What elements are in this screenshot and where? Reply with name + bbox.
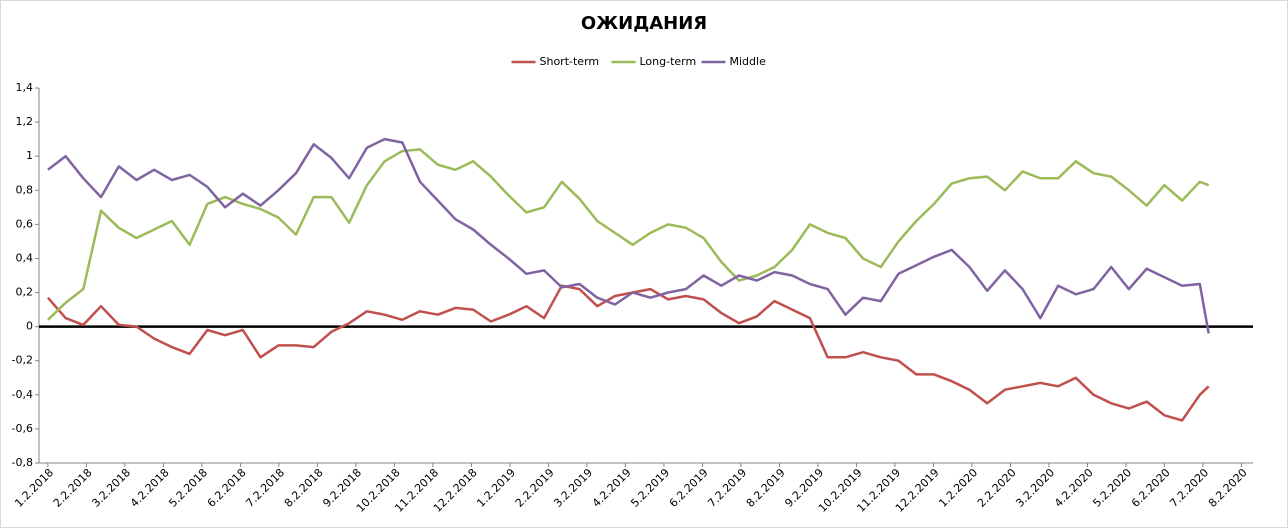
- y-tick-label: 0,8: [16, 183, 34, 196]
- y-tick-label: 0: [26, 320, 33, 333]
- y-tick-label: 0,6: [16, 217, 34, 230]
- legend-label: Long-term: [640, 55, 697, 68]
- chart-title: ОЖИДАНИЯ: [581, 13, 707, 34]
- y-tick-label: -0,4: [12, 388, 33, 401]
- series-line: [47, 137, 1210, 334]
- y-tick-label: 0,4: [16, 251, 34, 264]
- y-tick-label: 1: [26, 149, 33, 162]
- y-tick-label: 1,2: [16, 115, 34, 128]
- y-tick-label: -0,8: [12, 456, 33, 469]
- y-tick-label: 1,4: [16, 81, 34, 94]
- legend-label: Middle: [730, 55, 767, 68]
- y-tick-label: -0,6: [12, 422, 33, 435]
- legend-label: Short-term: [540, 55, 600, 68]
- series-line: [47, 148, 1210, 321]
- y-tick-label: 0,2: [16, 286, 34, 299]
- y-tick-label: -0,2: [12, 354, 33, 367]
